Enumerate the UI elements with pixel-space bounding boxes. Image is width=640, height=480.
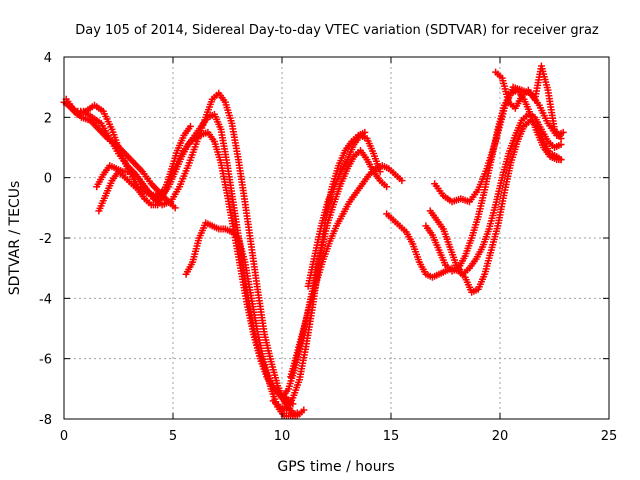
series-track-10 <box>304 131 384 290</box>
data-point-marker <box>300 406 308 414</box>
series-track-9 <box>287 162 406 381</box>
series-track-2 <box>62 89 308 420</box>
data-point-marker <box>171 204 179 212</box>
data-point-marker <box>376 168 384 176</box>
x-tick-label: 25 <box>601 429 618 444</box>
y-tick-label: 2 <box>44 111 52 126</box>
x-axis-label: GPS time / hours <box>277 459 394 475</box>
y-tick-label: -6 <box>39 353 52 368</box>
x-tick-label: 0 <box>60 429 68 444</box>
data-point-marker <box>559 128 567 136</box>
chart-title: Day 105 of 2014, Sidereal Day-to-day VTE… <box>75 23 599 38</box>
series-track-15 <box>492 62 565 142</box>
axis-ticks: 0 5 10 15 20 25 -8 -6 -4 -2 0 2 4 <box>39 51 617 444</box>
y-axis-label: SDTVAR / TECUs <box>7 181 23 296</box>
series-track-6 <box>182 219 301 420</box>
data-point-marker <box>557 156 565 164</box>
series-track-11 <box>383 116 565 296</box>
x-tick-label: 20 <box>492 429 509 444</box>
y-tick-label: 4 <box>44 51 52 66</box>
data-point-marker <box>398 177 406 185</box>
data-point-marker <box>557 134 565 142</box>
data-point-marker <box>293 409 301 417</box>
y-tick-label: 0 <box>44 172 52 187</box>
y-tick-label: -8 <box>39 413 52 428</box>
series-track-13 <box>426 110 565 278</box>
data-point-marker <box>557 140 565 148</box>
series-layer <box>60 62 567 420</box>
x-tick-label: 15 <box>383 429 400 444</box>
x-tick-label: 5 <box>169 429 177 444</box>
y-tick-label: -4 <box>39 292 52 307</box>
series-track-5 <box>95 122 194 215</box>
series-trace <box>290 164 403 377</box>
data-point-marker <box>186 122 194 130</box>
y-tick-label: -2 <box>39 232 52 247</box>
x-tick-label: 10 <box>274 429 291 444</box>
data-point-marker <box>383 183 391 191</box>
